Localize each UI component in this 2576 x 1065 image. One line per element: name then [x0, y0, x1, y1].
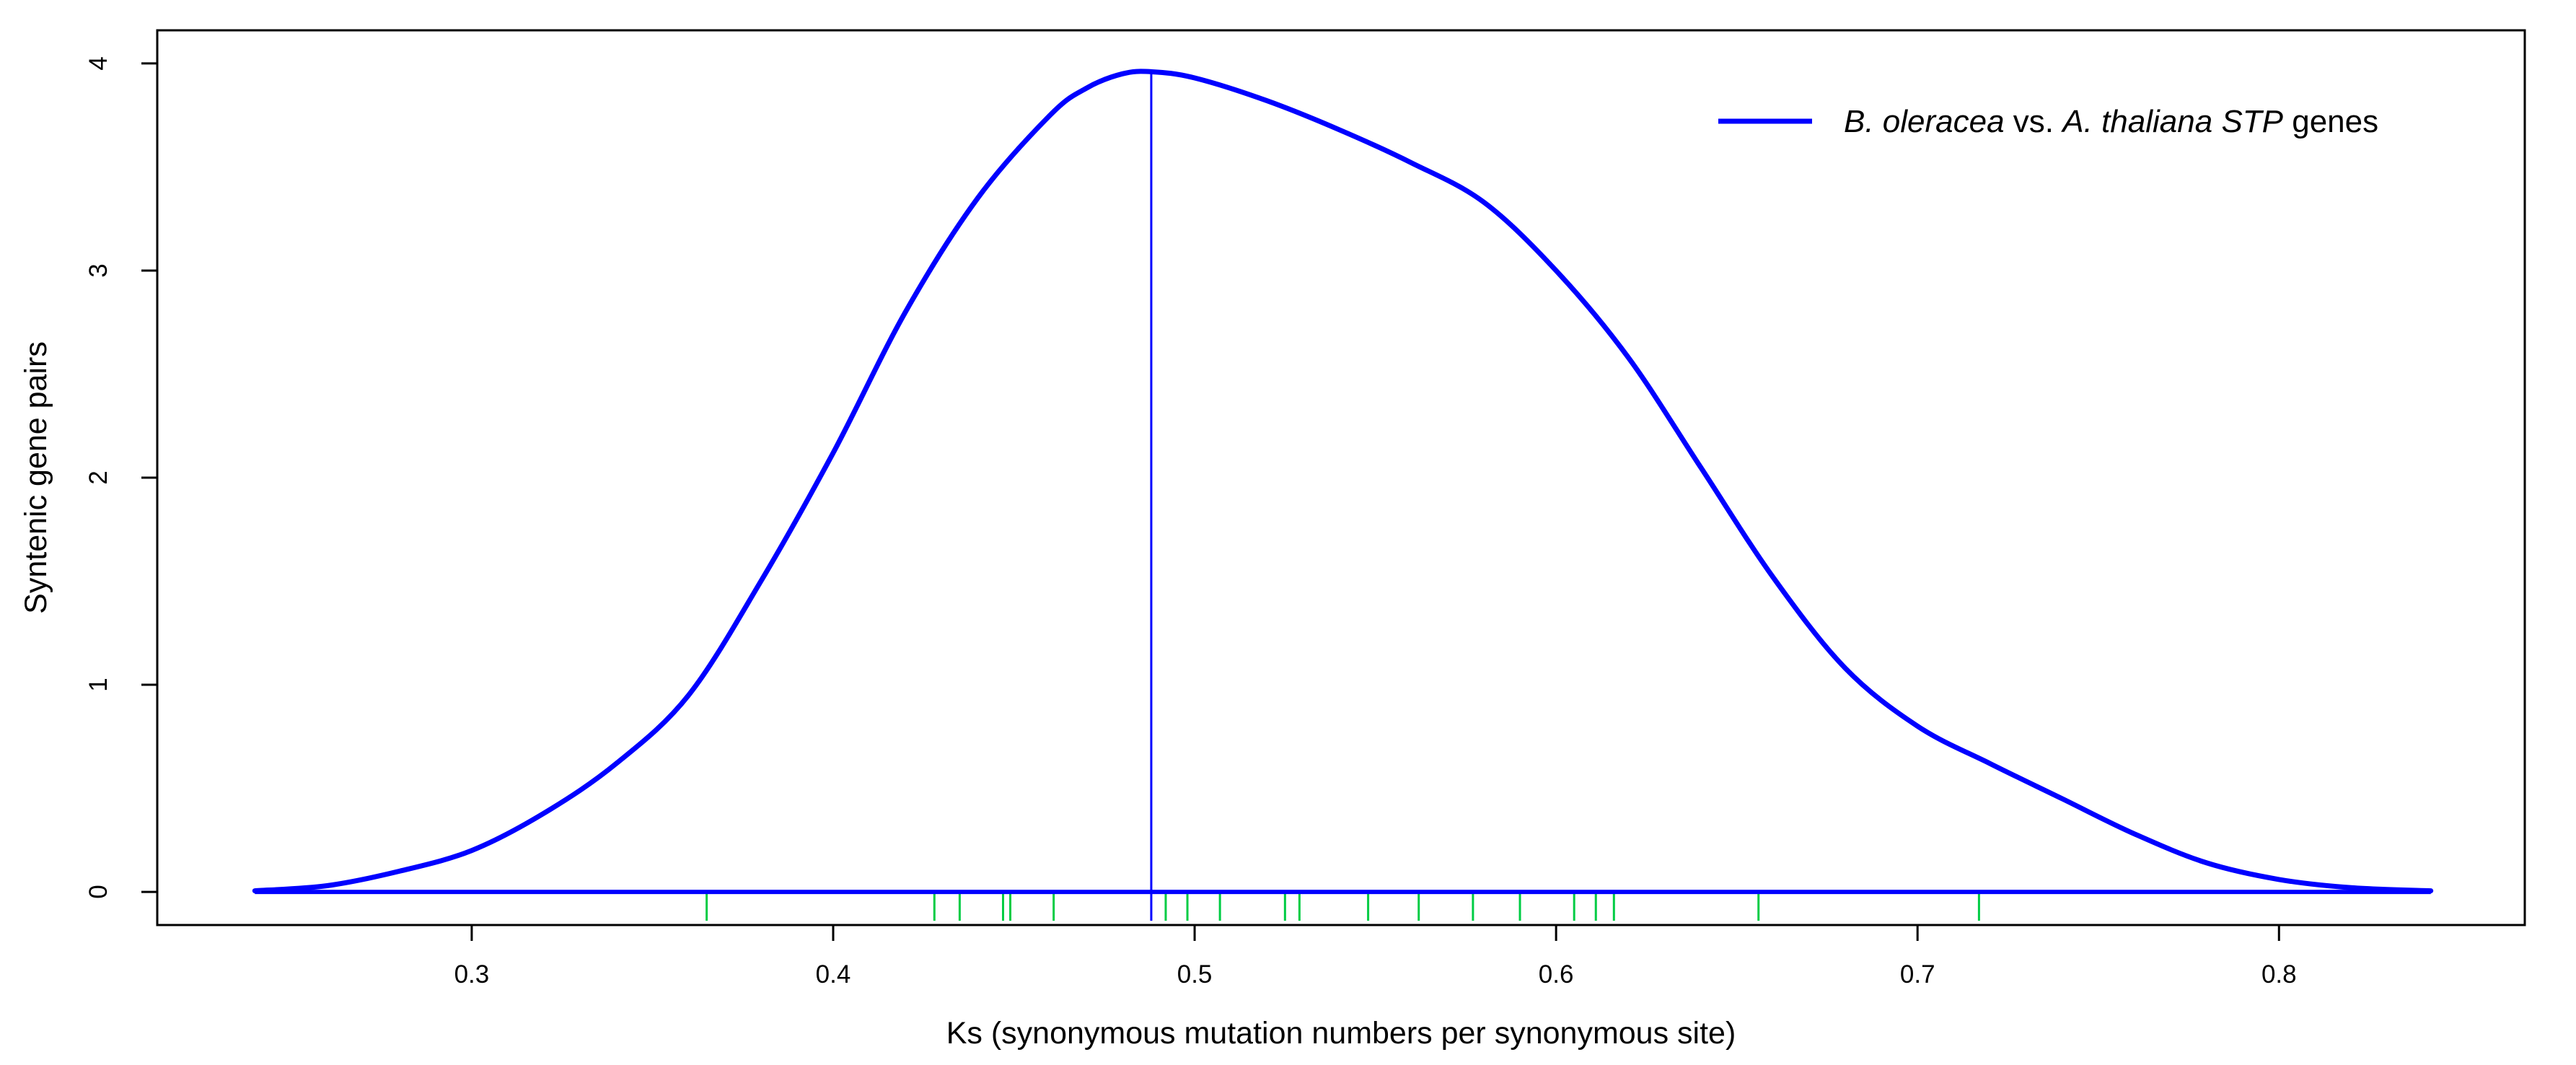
legend-label-part-5: STP	[2221, 104, 2283, 139]
legend-label-part-1: B. oleracea	[1844, 104, 2005, 139]
x-tick-label-3: 0.5	[1177, 960, 1213, 989]
x-tick-label-5: 0.7	[1900, 960, 1935, 989]
y-tick-label-3: 2	[84, 470, 113, 484]
legend-label-part-3: A. thaliana	[2060, 104, 2212, 139]
y-tick-label-2: 1	[84, 678, 113, 691]
legend-label-part-4	[2212, 104, 2221, 139]
y-tick-label-5: 4	[84, 56, 113, 70]
legend-label-part-6: genes	[2283, 104, 2378, 139]
x-tick-label-2: 0.4	[816, 960, 851, 989]
legend: B. oleracea vs. A. thaliana STP genes	[1718, 104, 2378, 139]
legend-label-part-2: vs.	[2005, 104, 2063, 139]
x-tick-label-6: 0.8	[2261, 960, 2297, 989]
x-tick-label-4: 0.6	[1539, 960, 1574, 989]
x-axis-title: Ks (synonymous mutation numbers per syno…	[946, 1016, 1736, 1051]
y-tick-label-4: 3	[84, 263, 113, 277]
plot-frame	[156, 29, 2526, 926]
x-tick-label-1: 0.3	[454, 960, 490, 989]
y-tick-label-1: 0	[84, 885, 113, 898]
y-axis-title: Syntenic gene pairs	[19, 341, 53, 614]
legend-label-1: B. oleracea vs. A. thaliana STP genes	[1844, 104, 2378, 139]
density-curve	[252, 69, 2434, 894]
